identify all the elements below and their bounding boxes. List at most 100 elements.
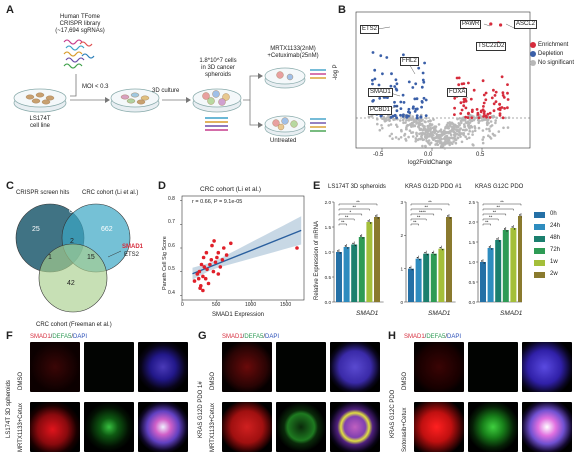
volcano-point-ns <box>473 125 476 128</box>
legend-e-24h: 24h <box>550 223 561 229</box>
volcano-point-ns <box>458 117 461 120</box>
bar-charts: 2.01.51.00.50.0********* 3210************… <box>325 199 522 305</box>
volcano-point-depletion <box>371 51 375 54</box>
volcano-point-ns <box>489 120 493 123</box>
venn-hit-ets2: ETS2 <box>124 252 140 258</box>
h-side-label: KRAS G12C PDO <box>390 389 396 438</box>
volcano-point-depletion <box>399 113 402 117</box>
volcano-point-enrichment <box>488 111 492 115</box>
volcano-point-ns <box>485 127 488 131</box>
h-stain-smad1: SMAD1 <box>404 334 425 340</box>
volcano-point-ns <box>421 138 425 142</box>
volcano-point-ns <box>435 142 439 146</box>
gene-label-smad1: SMAD1 <box>368 88 393 97</box>
bars-ytick-label: 0.5 <box>325 275 332 280</box>
untreated-label: Untreated <box>270 138 297 144</box>
volcano-point-ns <box>429 119 432 123</box>
volcano-point-enrichment <box>467 111 470 115</box>
volcano-point-ns <box>452 140 455 143</box>
sig-label: * <box>350 209 352 214</box>
volcano-point-ns <box>410 131 413 134</box>
sig-label: ** <box>417 214 421 219</box>
h-treated-defa5-image <box>468 402 518 452</box>
volcano-point-ns <box>417 123 421 127</box>
bar-dot <box>488 246 491 248</box>
h-row-treated: Sotorasib+Cetux <box>402 407 408 452</box>
venn-only3: 42 <box>67 280 75 287</box>
bar-dot <box>483 262 485 264</box>
volcano-point-ns <box>481 129 485 132</box>
volcano-point-ns <box>421 129 424 132</box>
bar-dot <box>369 222 372 224</box>
volcano-point-ns <box>466 124 470 127</box>
sig-bracket <box>410 213 435 216</box>
bar-dot <box>426 253 429 256</box>
volcano-point-enrichment <box>494 90 498 94</box>
sig-bracket <box>410 218 427 221</box>
bar-dot <box>367 220 369 222</box>
bar-1w <box>510 228 517 302</box>
volcano-point-ns <box>477 126 481 130</box>
scatter-point <box>204 250 209 255</box>
volcano-point-depletion <box>407 110 410 114</box>
g-stain-dapi: DAPI <box>265 334 280 340</box>
confidence-band <box>192 216 302 280</box>
bar-dot <box>424 251 426 254</box>
volcano-point-ns <box>427 139 431 142</box>
sig-bracket <box>338 203 378 206</box>
bar-dot <box>513 228 516 230</box>
volcano-point-enrichment <box>484 91 488 95</box>
bars-ytick-label: 2.0 <box>325 200 332 205</box>
volcano-point-ns <box>439 134 442 138</box>
scatter-point <box>195 272 200 276</box>
volcano-point-ns <box>481 138 484 141</box>
bars-ytick-label: 1.0 <box>469 260 476 265</box>
bars-ytick-label: 1.0 <box>325 250 332 255</box>
volcano-point-ns <box>425 139 428 143</box>
bars-ylabel: Relative Expression of mRNA <box>314 220 320 300</box>
g-stain-smad1: SMAD1 <box>222 334 243 340</box>
volcano-point-ns <box>435 132 438 136</box>
scatter-point <box>203 276 208 281</box>
volcano-point-ns <box>461 128 465 132</box>
bar-48h <box>423 253 430 302</box>
volcano-point-ns <box>507 116 511 119</box>
legend-e-swatch-24h <box>534 224 545 230</box>
bar-dot <box>447 215 449 217</box>
bar-dot <box>339 252 341 254</box>
volcano-point-ns <box>464 121 468 124</box>
g-treated-merge-image <box>330 402 380 452</box>
volcano-point-ns <box>456 117 459 121</box>
volcano-point-enrichment <box>472 88 476 92</box>
venn-13: 1 <box>48 254 52 261</box>
bar-dot <box>359 235 362 237</box>
volcano-point-ns <box>400 129 403 133</box>
volcano-ylabel: -log P <box>333 64 339 80</box>
volcano-point-enrichment <box>464 106 468 110</box>
scatter-point <box>205 267 209 272</box>
venn-hit-smad1: SMAD1 <box>122 244 144 250</box>
bar-dot <box>431 251 434 254</box>
volcano-point-enrichment <box>498 108 502 112</box>
volcano-point-depletion <box>371 82 374 86</box>
volcano-point-ns <box>420 118 424 122</box>
volcano-point-ns <box>404 137 407 141</box>
sig-bracket <box>482 218 499 221</box>
volcano-point-ns <box>421 144 424 148</box>
sig-label: ** <box>428 199 432 204</box>
volcano-point-enrichment <box>462 104 466 108</box>
volcano-point-ns <box>418 132 421 136</box>
legend-enrich-dot <box>530 42 536 48</box>
volcano-point-depletion <box>415 97 419 101</box>
cell-line-label: LS174T cell line <box>29 116 51 129</box>
bar-dot <box>411 268 413 271</box>
f-treated-smad1-image <box>30 402 80 452</box>
volcano-point-ns <box>481 141 485 145</box>
scatter-point <box>208 262 212 267</box>
volcano-point-depletion <box>371 78 374 82</box>
volcano-point-ns <box>414 140 417 143</box>
f-row-dmso: DMSO <box>18 372 24 390</box>
scatter-point <box>201 288 205 293</box>
volcano-point-ns <box>465 137 469 141</box>
f-dmso-merge-image <box>138 342 188 392</box>
